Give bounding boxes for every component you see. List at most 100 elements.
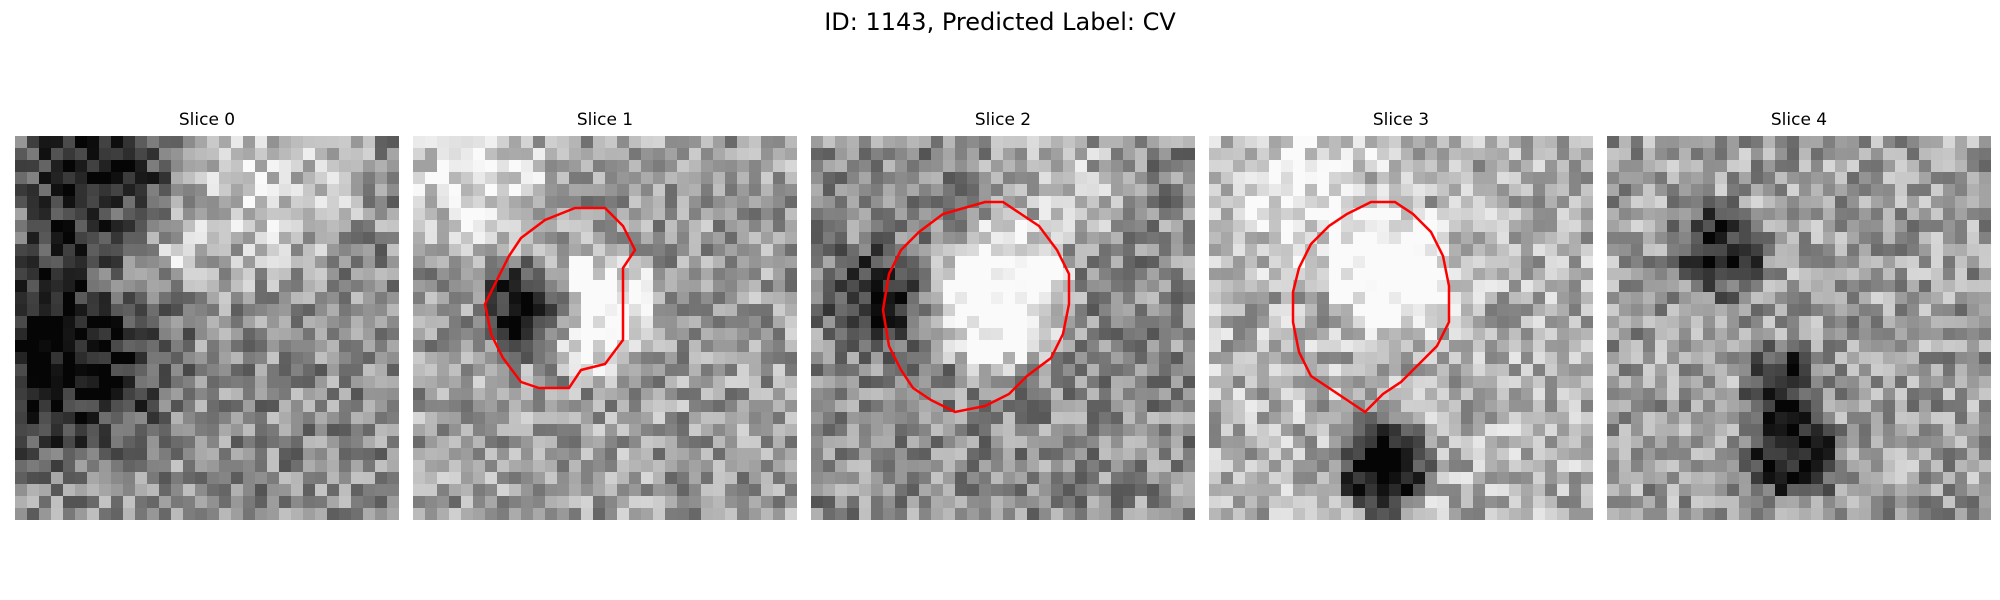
pixel	[1533, 352, 1546, 365]
pixel	[1305, 496, 1318, 509]
pixel	[1075, 304, 1088, 317]
pixel	[231, 352, 244, 365]
pixel	[1739, 184, 1752, 197]
pixel	[1233, 496, 1246, 509]
pixel	[387, 280, 399, 293]
pixel	[749, 412, 762, 425]
pixel	[1847, 148, 1860, 161]
pixel	[967, 292, 980, 305]
pixel	[859, 304, 872, 317]
pixel	[931, 448, 944, 461]
pixel	[1847, 436, 1860, 449]
pixel	[1341, 220, 1354, 233]
pixel	[1883, 424, 1896, 437]
pixel	[87, 316, 100, 329]
pixel	[171, 304, 184, 317]
pixel	[87, 448, 100, 461]
pixel	[1799, 136, 1812, 149]
pixel	[689, 376, 702, 389]
pixel	[1895, 136, 1908, 149]
pixel	[1015, 256, 1028, 269]
pixel	[713, 196, 726, 209]
pixel	[737, 484, 750, 497]
pixel	[1509, 148, 1522, 161]
pixel	[1703, 232, 1716, 245]
pixel	[1461, 244, 1474, 257]
pixel	[1485, 196, 1498, 209]
pixel	[605, 184, 618, 197]
pixel	[315, 232, 328, 245]
pixel	[509, 184, 522, 197]
pixel	[207, 172, 220, 185]
pixel	[267, 508, 280, 520]
pixel	[1171, 448, 1184, 461]
pixel	[135, 136, 148, 149]
pixel	[461, 448, 474, 461]
pixel	[1643, 292, 1656, 305]
pixel	[1739, 328, 1752, 341]
pixel	[569, 160, 582, 173]
pixel	[859, 508, 872, 520]
pixel	[1305, 460, 1318, 473]
pixel	[255, 364, 268, 377]
pixel	[785, 292, 797, 305]
pixel	[1979, 316, 1991, 329]
pixel	[51, 184, 64, 197]
pixel	[171, 460, 184, 473]
pixel	[509, 268, 522, 281]
pixel	[785, 388, 797, 401]
pixel	[219, 280, 232, 293]
pixel	[1123, 304, 1136, 317]
pixel	[99, 244, 112, 257]
pixel	[1715, 196, 1728, 209]
pixel	[1317, 388, 1330, 401]
pixel	[883, 484, 896, 497]
pixel	[1449, 496, 1462, 509]
pixel	[955, 136, 968, 149]
pixel	[749, 136, 762, 149]
pixel	[1823, 436, 1836, 449]
pixel	[1039, 364, 1052, 377]
pixel	[279, 496, 292, 509]
pixel	[1015, 484, 1028, 497]
pixel	[267, 208, 280, 221]
pixel	[413, 412, 426, 425]
pixel	[1557, 184, 1570, 197]
pixel	[1485, 340, 1498, 353]
pixel	[315, 208, 328, 221]
pixel	[1377, 448, 1390, 461]
pixel	[665, 484, 678, 497]
pixel	[1919, 148, 1932, 161]
pixel	[823, 316, 836, 329]
pixel	[991, 184, 1004, 197]
pixel	[1437, 364, 1450, 377]
pixel	[363, 352, 376, 365]
pixel	[1835, 172, 1848, 185]
pixel	[351, 292, 364, 305]
pixel	[907, 448, 920, 461]
pixel	[1533, 460, 1546, 473]
pixel	[1655, 160, 1668, 173]
pixel	[689, 268, 702, 281]
pixel	[859, 364, 872, 377]
pixel	[725, 400, 738, 413]
pixel	[641, 232, 654, 245]
pixel	[1051, 136, 1064, 149]
pixel	[1015, 424, 1028, 437]
pixel	[1027, 328, 1040, 341]
pixel	[1051, 448, 1064, 461]
pixel	[1425, 424, 1438, 437]
pixel	[1015, 472, 1028, 485]
pixel	[15, 184, 28, 197]
pixel	[243, 460, 256, 473]
pixel	[315, 460, 328, 473]
pixel	[689, 256, 702, 269]
pixel	[75, 160, 88, 173]
pixel	[207, 256, 220, 269]
pixel	[847, 316, 860, 329]
pixel	[1619, 460, 1632, 473]
pixel	[1051, 364, 1064, 377]
pixel	[1823, 412, 1836, 425]
pixel	[1027, 148, 1040, 161]
pixel	[315, 268, 328, 281]
